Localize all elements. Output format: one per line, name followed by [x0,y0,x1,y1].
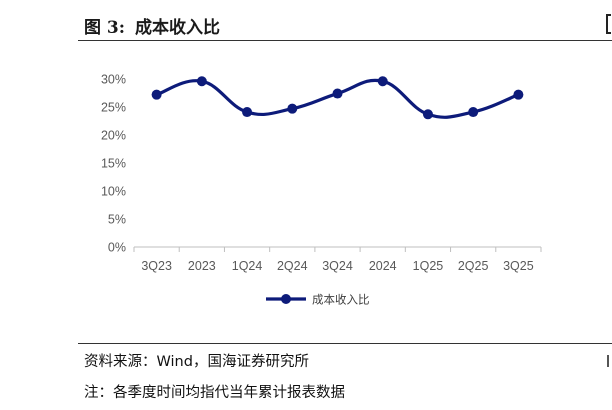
data-point [151,89,162,100]
x-tick-label: 1Q24 [232,259,263,273]
right-edge-stub [607,355,612,367]
y-tick-label: 10% [101,185,126,199]
y-tick-label: 20% [101,129,126,143]
y-tick-label: 5% [108,213,126,227]
x-tick-label: 2Q24 [277,259,308,273]
x-tick-label: 3Q23 [141,259,172,273]
x-tick-label: 2023 [188,259,216,273]
cost-income-ratio-chart: 0% 5% 10% 15% 20% 25% 30% 3Q23 2023 1Q24 2Q24 3Q24 2… [101,73,542,307]
x-tick-label: 2Q25 [458,259,489,273]
source-text: 资料来源：Wind，国海证券研究所 [84,354,309,370]
y-tick-label: 30% [101,73,126,87]
y-tick-label: 25% [101,101,126,115]
x-tick-label: 3Q25 [503,259,534,273]
figure-title: 图 3: 成本收入比 [84,13,220,38]
figure-title-text: 成本收入比 [135,18,221,38]
data-point [422,109,433,120]
data-point [513,89,524,100]
top-rule [78,40,612,41]
note-text: 注：各季度时间均指代当年累计报表数据 [84,385,345,401]
y-tick-label: 15% [101,157,126,171]
data-point [242,107,253,118]
x-tick-label: 2024 [369,259,397,273]
bottom-rule [78,343,612,344]
x-tick-label: 1Q25 [413,259,444,273]
x-tick-label: 3Q24 [322,259,353,273]
data-point [468,107,479,118]
data-point [287,103,298,114]
series-line [155,78,520,119]
figure-label: 图 3: [84,18,126,38]
legend-label: 成本收入比 [312,293,370,307]
data-point [377,76,388,87]
data-point [196,76,207,87]
data-point [332,88,343,99]
y-tick-label: 0% [108,241,126,255]
legend-marker [281,294,291,304]
right-edge-marker [606,14,611,34]
